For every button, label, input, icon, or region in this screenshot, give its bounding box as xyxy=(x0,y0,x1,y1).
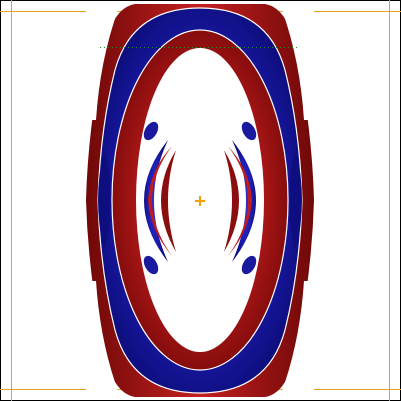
lower-right-gap xyxy=(282,281,314,391)
right-crescent xyxy=(224,140,256,262)
center-crosshair-icon[interactable] xyxy=(195,196,205,206)
right-negative-flare xyxy=(289,150,302,250)
lower-left-gap xyxy=(86,281,118,391)
left-crescent xyxy=(144,140,176,262)
satellite-blob-lower-left xyxy=(143,255,159,275)
upper-left-gap xyxy=(86,10,118,120)
satellite-blob-upper-left xyxy=(143,121,159,141)
upper-right-gap xyxy=(282,10,314,120)
left-negative-flare xyxy=(98,150,111,250)
satellite-blob-upper-right xyxy=(241,121,257,141)
satellite-blob-lower-right xyxy=(241,255,257,275)
